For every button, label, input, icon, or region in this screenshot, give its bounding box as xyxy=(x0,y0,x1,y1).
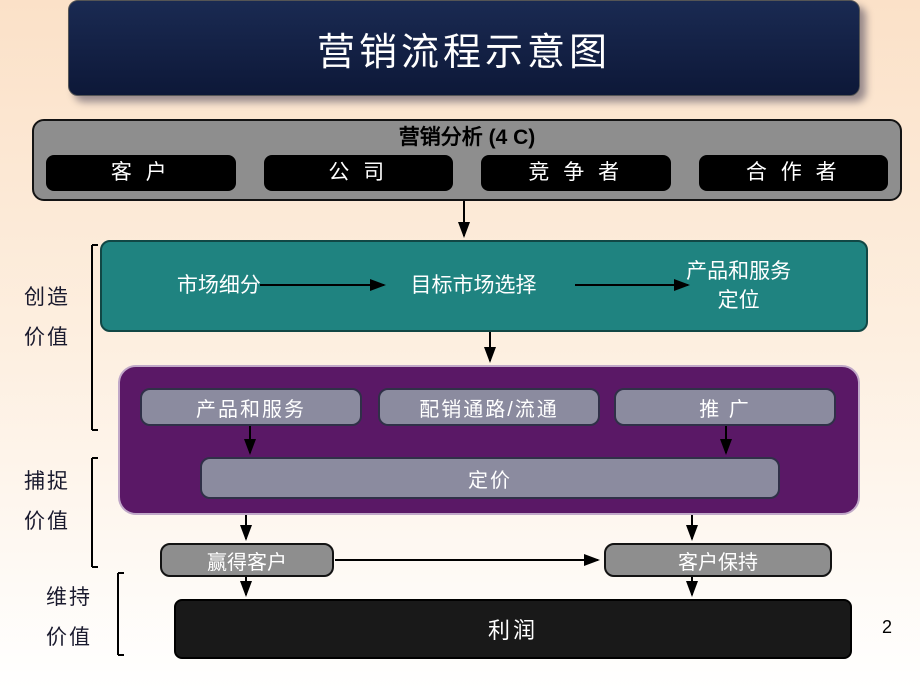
mix-channel: 配销通路/流通 xyxy=(378,388,600,426)
stp-targeting: 目标市场选择 xyxy=(410,271,536,300)
analysis-item-customer: 客 户 xyxy=(46,155,236,191)
label-capture-value: 捕捉 价值 xyxy=(24,462,70,542)
analysis-item-competitor: 竞 争 者 xyxy=(481,155,671,191)
stp-positioning: 产品和服务 定位 xyxy=(686,257,791,316)
analysis-row: 客 户 公 司 竞 争 者 合 作 者 xyxy=(38,155,896,191)
retain-customers: 客户保持 xyxy=(604,543,832,577)
page-number: 2 xyxy=(882,617,892,638)
profit-box: 利润 xyxy=(174,599,852,659)
mix-promotion: 推 广 xyxy=(614,388,836,426)
stp-segmentation: 市场细分 xyxy=(177,271,261,300)
slide-title-bar: 营销流程示意图 xyxy=(68,0,860,96)
analysis-item-company: 公 司 xyxy=(264,155,454,191)
slide-title: 营销流程示意图 xyxy=(317,21,611,76)
mix-pricing: 定价 xyxy=(200,457,780,499)
mix-product: 产品和服务 xyxy=(140,388,362,426)
analysis-heading: 营销分析 (4 C) xyxy=(38,121,896,155)
analysis-item-collaborator: 合 作 者 xyxy=(699,155,889,191)
arrows-overlay xyxy=(0,0,920,690)
label-create-value: 创造 价值 xyxy=(24,278,70,358)
acquire-customers: 赢得客户 xyxy=(160,543,334,577)
stp-box: 市场细分 目标市场选择 产品和服务 定位 xyxy=(100,240,868,332)
label-sustain-value: 维持 价值 xyxy=(46,578,92,658)
analysis-4c-container: 营销分析 (4 C) 客 户 公 司 竞 争 者 合 作 者 xyxy=(32,119,902,201)
